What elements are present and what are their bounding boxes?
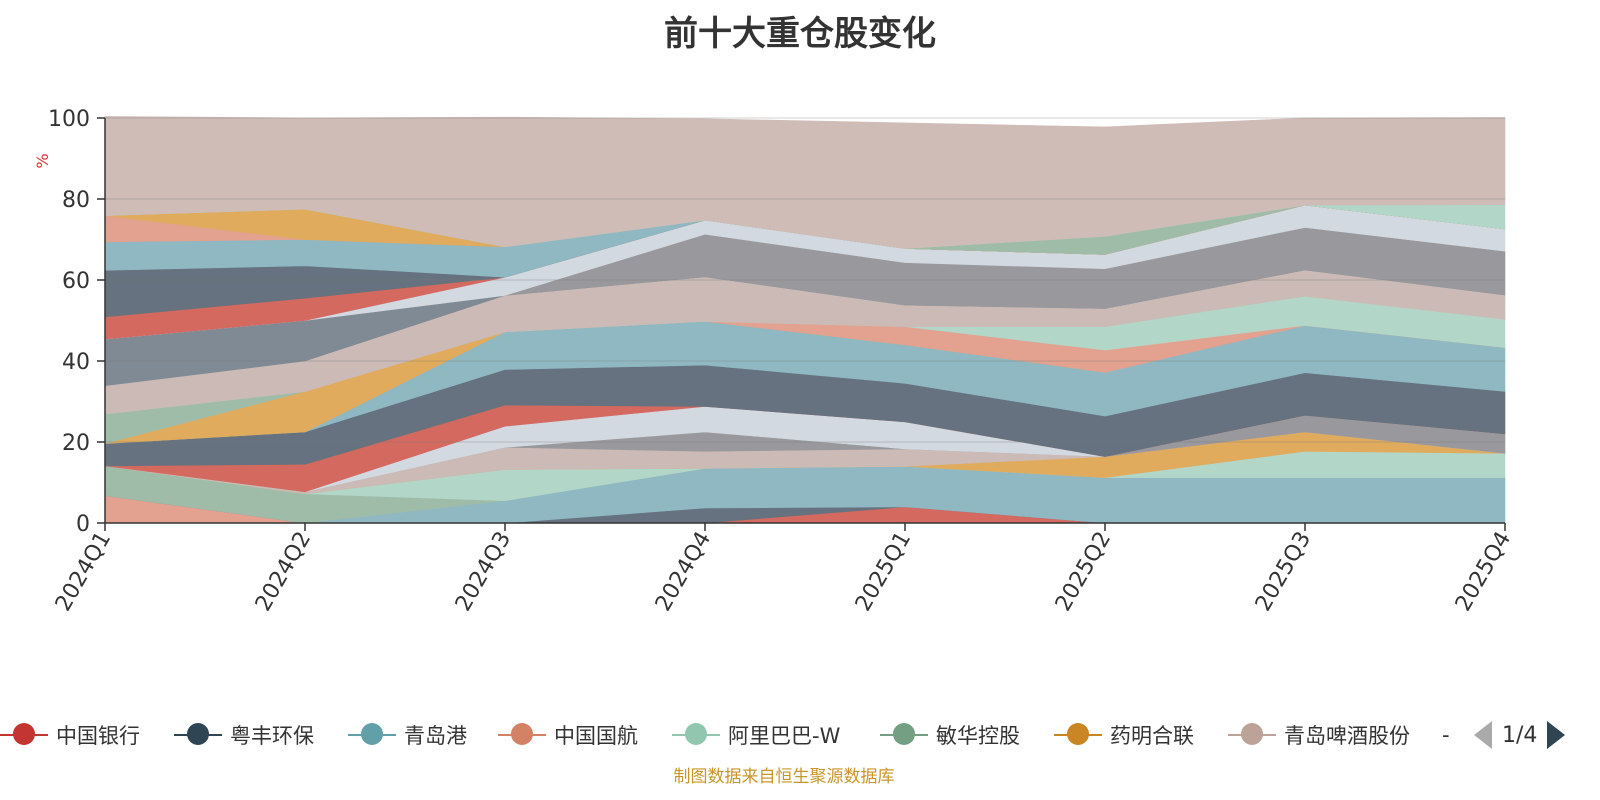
- y-tick-label: 40: [62, 350, 90, 375]
- x-tick-label: 2025Q3: [1251, 528, 1316, 616]
- legend-item[interactable]: 阿里巴巴-W: [672, 718, 840, 752]
- legend-overflow-indicator: -: [1442, 723, 1450, 747]
- legend-marker-icon: [174, 723, 222, 747]
- x-tick-label: 2025Q4: [1451, 528, 1516, 616]
- legend-label: 中国银行: [56, 724, 140, 748]
- legend-marker-icon: [1054, 723, 1102, 747]
- y-tick-label: 20: [62, 431, 90, 456]
- legend-item[interactable]: 青岛啤酒股份: [1228, 718, 1410, 752]
- x-tick-label: 2024Q2: [251, 528, 316, 616]
- legend-label: 敏华控股: [936, 724, 1020, 748]
- legend-marker-icon: [1228, 723, 1276, 747]
- legend: - 1/4 中国银行 粤丰环保 青岛港 中国国航 阿里巴巴-W 敏华控股 药明合联 青岛啤酒股…: [0, 718, 1600, 752]
- x-tick-label: 2024Q3: [451, 528, 516, 616]
- legend-item[interactable]: 药明合联: [1054, 718, 1194, 752]
- legend-item[interactable]: 敏华控股: [880, 718, 1020, 752]
- legend-label: 青岛港: [404, 724, 467, 748]
- legend-label: 中国国航: [554, 724, 638, 748]
- legend-item[interactable]: 粤丰环保: [174, 718, 314, 752]
- source-note: 制图数据来自恒生聚源数据库: [673, 767, 895, 787]
- legend-label: 药明合联: [1110, 724, 1194, 748]
- area-series-28: [104, 116, 1506, 249]
- x-tick-label: 2025Q2: [1051, 528, 1116, 616]
- stacked-area-chart: 0 20 40 60 80 100 2024Q1 2024Q2 2024Q3 2024Q4 2025…: [33, 107, 1516, 616]
- x-tick-label: 2024Q4: [651, 528, 716, 616]
- legend-label: 阿里巴巴-W: [728, 724, 841, 748]
- legend-label: 粤丰环保: [230, 724, 314, 748]
- chart-title: 前十大重仓股变化: [664, 14, 936, 54]
- x-tick-label: 2024Q1: [51, 528, 116, 616]
- legend-page-indicator: 1/4: [1502, 722, 1538, 748]
- legend-marker-icon: [672, 723, 720, 747]
- legend-item[interactable]: 青岛港: [348, 718, 467, 752]
- legend-item[interactable]: 中国银行: [0, 718, 140, 752]
- legend-label: 青岛啤酒股份: [1284, 724, 1410, 748]
- legend-marker-icon: [348, 723, 396, 747]
- legend-pager: 1/4: [1474, 718, 1566, 752]
- y-tick-label: 80: [62, 188, 90, 213]
- legend-marker-icon: [0, 723, 48, 747]
- x-tick-label: 2025Q1: [851, 528, 916, 616]
- y-axis-label: %: [33, 153, 52, 168]
- legend-prev-page-icon[interactable]: [1474, 721, 1492, 749]
- grid-lines: [105, 117, 1505, 443]
- area-layers: [104, 116, 1506, 524]
- y-tick-label: 100: [48, 107, 90, 132]
- y-tick-label: 60: [62, 269, 90, 294]
- legend-item[interactable]: 中国国航: [498, 718, 638, 752]
- legend-marker-icon: [498, 723, 546, 747]
- y-tick-label: 0: [76, 512, 90, 537]
- legend-marker-icon: [880, 723, 928, 747]
- legend-next-page-icon[interactable]: [1547, 721, 1566, 749]
